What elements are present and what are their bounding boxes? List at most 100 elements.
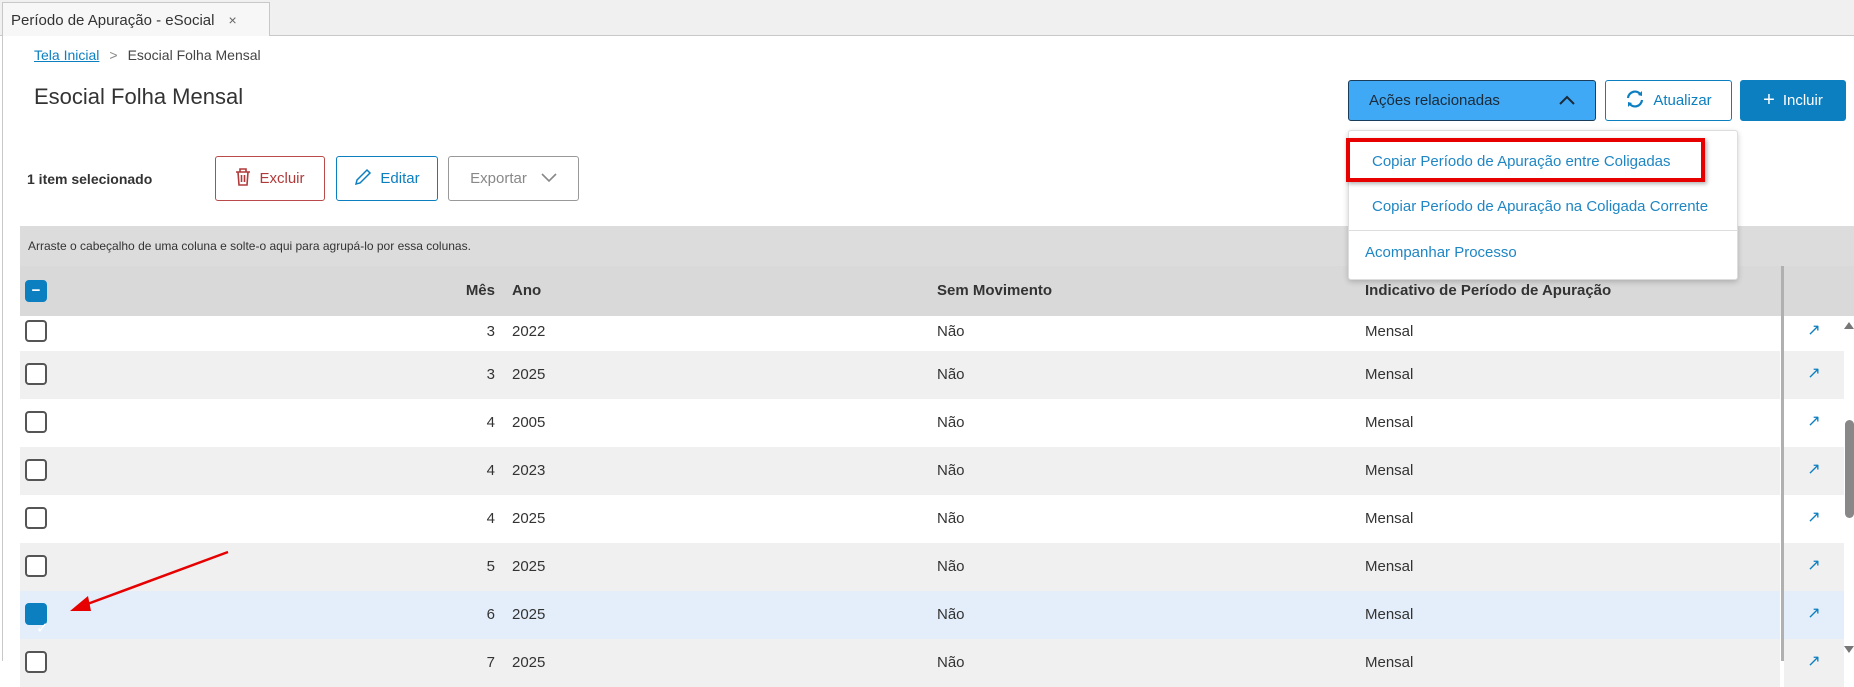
cell-ano: 2005 xyxy=(512,414,546,431)
pencil-icon xyxy=(354,168,372,190)
table-row[interactable]: 4 2025 Não Mensal xyxy=(20,495,1780,543)
cell-indicativo: Mensal xyxy=(1365,654,1414,671)
cell-mes: 3 xyxy=(486,366,495,383)
open-record-arrow-icon[interactable]: ↗ xyxy=(1784,543,1844,591)
refresh-label: Atualizar xyxy=(1653,92,1712,109)
open-record-arrow-icon[interactable]: ↗ xyxy=(1784,399,1844,447)
row-checkbox[interactable] xyxy=(25,555,47,577)
menu-item-copiar-entre-coligadas[interactable]: Copiar Período de Apuração entre Coligad… xyxy=(1372,153,1671,170)
cell-indicativo: Mensal xyxy=(1365,606,1414,623)
scrollbar-thumb[interactable] xyxy=(1845,420,1854,518)
table-row[interactable]: 3 2025 Não Mensal xyxy=(20,351,1780,399)
cell-ano: 2025 xyxy=(512,654,546,671)
cell-ano: 2025 xyxy=(512,558,546,575)
open-record-arrow-icon[interactable]: ↗ xyxy=(1784,447,1844,495)
plus-icon: + xyxy=(1763,89,1775,111)
add-button[interactable]: + Incluir xyxy=(1740,80,1846,121)
minus-icon: − xyxy=(31,282,41,299)
related-actions-label: Ações relacionadas xyxy=(1369,92,1500,109)
menu-item-copiar-coligada-corrente[interactable]: Copiar Período de Apuração na Coligada C… xyxy=(1372,198,1709,215)
menu-item-acompanhar-processo[interactable]: Acompanhar Processo xyxy=(1365,244,1517,261)
tab-bar xyxy=(0,0,1854,36)
cell-ano: 2025 xyxy=(512,510,546,527)
open-record-arrow-icon[interactable]: ↗ xyxy=(1784,351,1844,399)
menu-divider xyxy=(1349,230,1737,231)
cell-mes: 5 xyxy=(486,558,495,575)
cell-indicativo: Mensal xyxy=(1365,323,1414,340)
select-all-checkbox[interactable]: − xyxy=(25,280,47,302)
cell-ano: 2023 xyxy=(512,462,546,479)
delete-label: Excluir xyxy=(259,170,305,187)
cell-sem-movimento: Não xyxy=(937,654,965,671)
cell-sem-movimento: Não xyxy=(937,558,965,575)
column-divider xyxy=(1781,266,1784,661)
row-checkbox[interactable] xyxy=(25,320,47,342)
cell-mes: 4 xyxy=(486,510,495,527)
cell-mes: 4 xyxy=(486,414,495,431)
column-header-ano[interactable]: Ano xyxy=(512,282,542,299)
highlight-box xyxy=(1346,138,1705,182)
cell-sem-movimento: Não xyxy=(937,510,965,527)
cell-indicativo: Mensal xyxy=(1365,558,1414,575)
table-row[interactable]: 4 2005 Não Mensal xyxy=(20,399,1780,447)
cell-ano: 2022 xyxy=(512,323,546,340)
scroll-up-icon[interactable] xyxy=(1844,322,1854,329)
cell-indicativo: Mensal xyxy=(1365,366,1414,383)
related-actions-menu: Copiar Período de Apuração entre Coligad… xyxy=(1348,130,1738,280)
table-row[interactable]: 3 2022 Não Mensal xyxy=(20,316,1780,351)
table-row[interactable]: 7 2025 Não Mensal xyxy=(20,639,1780,687)
edit-button[interactable]: Editar xyxy=(336,156,438,201)
table-row[interactable]: 4 2023 Não Mensal xyxy=(20,447,1780,495)
export-dropdown[interactable]: Exportar xyxy=(448,156,579,201)
cell-sem-movimento: Não xyxy=(937,606,965,623)
export-label: Exportar xyxy=(470,170,527,187)
open-record-arrow-icon[interactable]: ↗ xyxy=(1784,495,1844,543)
cell-sem-movimento: Não xyxy=(937,462,965,479)
column-header-sem-movimento[interactable]: Sem Movimento xyxy=(937,282,1053,299)
row-checkbox[interactable] xyxy=(25,459,47,481)
chevron-right-icon: > xyxy=(109,47,118,63)
chevron-down-icon xyxy=(541,170,557,187)
cell-mes: 7 xyxy=(486,654,495,671)
table-row[interactable]: ✓ 6 2025 Não Mensal xyxy=(20,591,1780,639)
cell-indicativo: Mensal xyxy=(1365,462,1414,479)
row-checkbox[interactable] xyxy=(25,507,47,529)
cell-sem-movimento: Não xyxy=(937,414,965,431)
cell-indicativo: Mensal xyxy=(1365,510,1414,527)
row-checkbox[interactable]: ✓ xyxy=(25,603,49,637)
close-icon[interactable]: × xyxy=(228,12,237,28)
refresh-button[interactable]: Atualizar xyxy=(1605,80,1732,121)
open-record-arrow-icon[interactable]: ↗ xyxy=(1784,639,1844,687)
breadcrumb: Tela Inicial > Esocial Folha Mensal xyxy=(34,47,261,63)
cell-sem-movimento: Não xyxy=(937,323,965,340)
cell-indicativo: Mensal xyxy=(1365,414,1414,431)
cell-mes: 4 xyxy=(486,462,495,479)
cell-ano: 2025 xyxy=(512,366,546,383)
row-checkbox[interactable] xyxy=(25,363,47,385)
table-row[interactable]: 5 2025 Não Mensal xyxy=(20,543,1780,591)
cell-sem-movimento: Não xyxy=(937,366,965,383)
column-header-indicativo[interactable]: Indicativo de Período de Apuração xyxy=(1365,282,1612,299)
open-record-arrow-icon[interactable]: ↗ xyxy=(1784,316,1844,351)
open-record-arrow-icon[interactable]: ↗ xyxy=(1784,591,1844,639)
frame-border xyxy=(2,36,3,661)
row-checkbox[interactable] xyxy=(25,651,47,673)
scroll-down-icon[interactable] xyxy=(1844,646,1854,653)
refresh-icon xyxy=(1625,89,1645,113)
row-checkbox[interactable] xyxy=(25,411,47,433)
chevron-up-icon xyxy=(1559,92,1575,109)
cell-ano: 2025 xyxy=(512,606,546,623)
add-label: Incluir xyxy=(1782,92,1823,109)
column-header-mes[interactable]: Mês xyxy=(465,282,495,299)
breadcrumb-current: Esocial Folha Mensal xyxy=(127,47,261,63)
tab-periodo-apuracao[interactable]: Período de Apuração - eSocial × xyxy=(2,2,270,36)
breadcrumb-home-link[interactable]: Tela Inicial xyxy=(34,47,100,63)
selection-count: 1 item selecionado xyxy=(27,171,153,187)
trash-icon xyxy=(235,167,251,190)
page-title: Esocial Folha Mensal xyxy=(34,84,244,109)
edit-label: Editar xyxy=(380,170,420,187)
tab-title: Período de Apuração - eSocial xyxy=(11,12,215,29)
check-icon: ✓ xyxy=(36,620,49,637)
delete-button[interactable]: Excluir xyxy=(215,156,325,201)
related-actions-button[interactable]: Ações relacionadas xyxy=(1348,80,1596,121)
